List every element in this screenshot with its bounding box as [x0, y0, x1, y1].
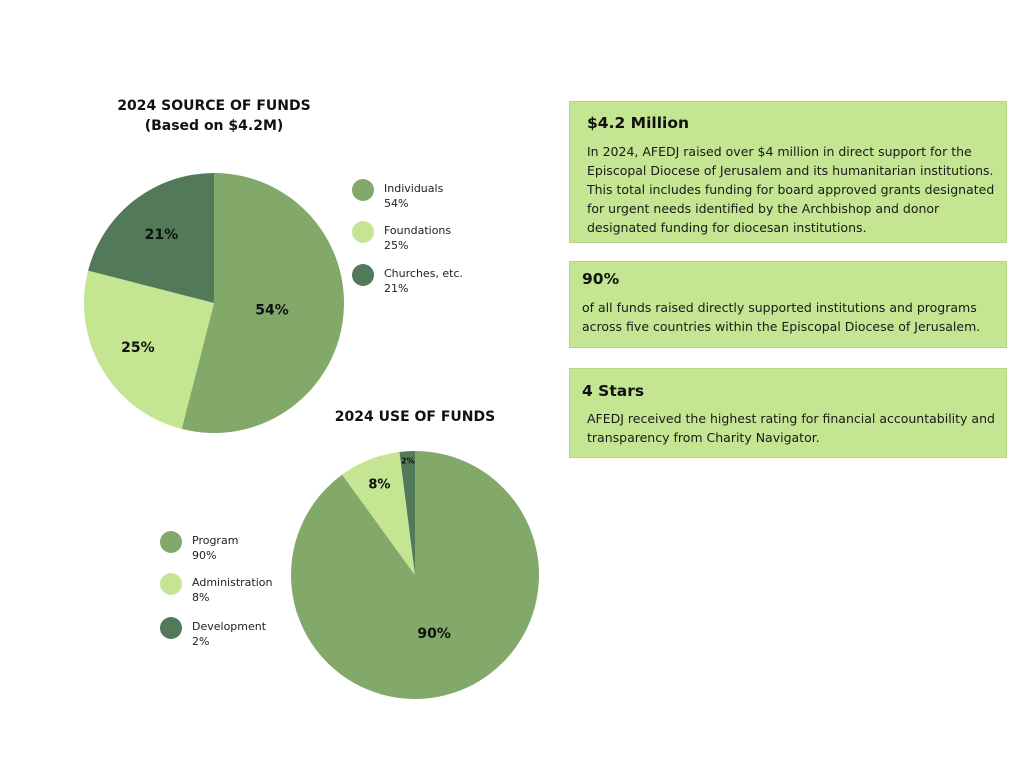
- fact-card-heading: $4.2 Million: [587, 114, 689, 132]
- fact-card-body: AFEDJ received the highest rating for fi…: [587, 411, 995, 445]
- use-legend-value-development: 2%: [192, 635, 210, 648]
- source-legend-value-foundations: 25%: [384, 239, 409, 252]
- source-pie-slice-label: 21%: [145, 227, 179, 243]
- fact-card-rating: 4 Stars AFEDJ received the highest ratin…: [569, 368, 1007, 458]
- use-chart-title-text: 2024 USE OF FUNDS: [334, 409, 496, 425]
- source-pie-slice-churches-etc: [88, 173, 214, 303]
- fact-card-heading: 4 Stars: [582, 382, 645, 400]
- use-pie-slice-label: 90%: [417, 626, 451, 642]
- use-pie-slice-administration: [342, 451, 415, 575]
- source-pie-slice-individuals: [181, 173, 344, 433]
- source-chart-title: 2024 SOURCE OF FUNDS (Based on $4.2M): [104, 96, 324, 136]
- fact-card-heading: 90%: [582, 270, 620, 288]
- use-legend-text-development: Development 2%: [192, 619, 266, 649]
- use-pie-slice-label: 2%: [401, 457, 415, 466]
- use-legend-swatch-administration: [160, 573, 182, 595]
- fact-card-body: of all funds raised directly supported i…: [582, 300, 981, 334]
- source-legend-item-churches: Churches, etc. 21%: [352, 264, 512, 304]
- fact-card-body: In 2024, AFEDJ raised over $4 million in…: [587, 144, 995, 235]
- use-pie-slice-development: [399, 451, 415, 575]
- source-chart-title-text: 2024 SOURCE OF FUNDS: [117, 98, 311, 114]
- use-pie-slice-program: [290, 451, 539, 700]
- use-legend-label-development: Development: [192, 620, 267, 633]
- source-pie-slice-label: 54%: [255, 302, 289, 318]
- use-pie-slice-label: 8%: [368, 478, 390, 493]
- use-legend-item-administration: Administration 8%: [160, 573, 320, 613]
- source-pie-slice-foundations: [84, 270, 214, 429]
- use-chart-title: 2024 USE OF FUNDS: [320, 407, 510, 427]
- use-legend-item-program: Program 90%: [160, 531, 320, 571]
- source-legend-label-churches: Churches, etc.: [384, 267, 464, 280]
- source-chart-subtitle: (Based on $4.2M): [144, 118, 284, 134]
- use-legend-item-development: Development 2%: [160, 617, 320, 657]
- source-legend-item-individuals: Individuals 54%: [352, 179, 512, 219]
- use-legend-label-program: Program: [192, 534, 239, 547]
- use-legend-swatch-program: [160, 531, 182, 553]
- use-legend-text-administration: Administration 8%: [192, 575, 273, 605]
- use-legend-value-administration: 8%: [192, 591, 210, 604]
- fact-card-percent-supported: 90% of all funds raised directly support…: [569, 261, 1007, 348]
- source-legend-text-foundations: Foundations 25%: [384, 223, 451, 253]
- use-legend-text-program: Program 90%: [192, 533, 238, 563]
- source-legend-label-individuals: Individuals: [384, 182, 444, 195]
- source-legend-swatch-churches: [352, 264, 374, 286]
- use-legend-label-administration: Administration: [192, 576, 273, 589]
- source-legend-swatch-foundations: [352, 221, 374, 243]
- source-pie-slice-label: 25%: [121, 340, 155, 356]
- use-legend-value-program: 90%: [192, 549, 217, 562]
- source-legend-item-foundations: Foundations 25%: [352, 221, 512, 261]
- source-legend-value-individuals: 54%: [384, 197, 409, 210]
- source-legend-swatch-individuals: [352, 179, 374, 201]
- source-legend-value-churches: 21%: [384, 282, 409, 295]
- source-legend-label-foundations: Foundations: [384, 224, 452, 237]
- fact-card-total-raised: $4.2 Million In 2024, AFEDJ raised over …: [569, 101, 1007, 243]
- source-legend-text-churches: Churches, etc. 21%: [384, 266, 463, 296]
- use-legend-swatch-development: [160, 617, 182, 639]
- source-legend-text-individuals: Individuals 54%: [384, 181, 443, 211]
